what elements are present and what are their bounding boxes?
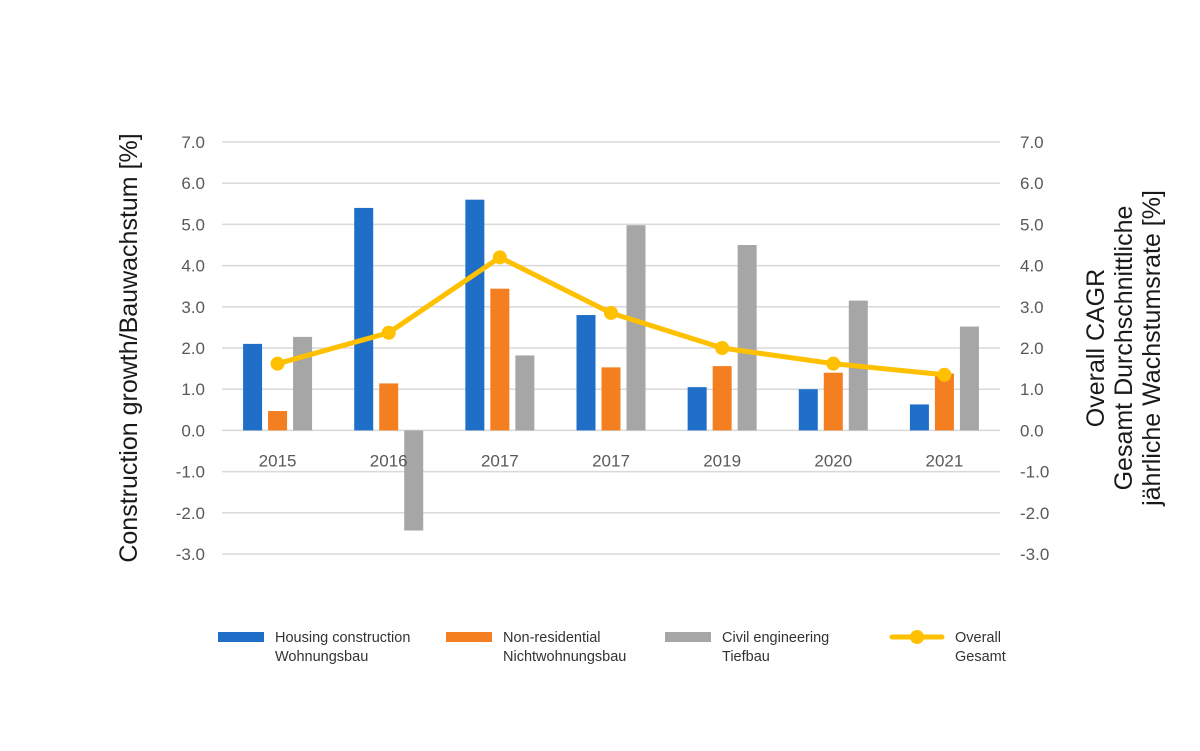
- bar: [798, 389, 818, 431]
- bar: [687, 387, 707, 431]
- left-tick-label: 7.0: [181, 133, 205, 152]
- left-tick-label: 0.0: [181, 421, 205, 440]
- bar: [934, 373, 954, 431]
- category-label: 2017: [592, 451, 630, 470]
- right-tick-label: -3.0: [1020, 545, 1049, 564]
- bar: [576, 315, 596, 431]
- right-tick-label: -2.0: [1020, 504, 1049, 523]
- bar: [354, 207, 374, 431]
- line-point: [826, 356, 841, 371]
- left-tick-label: 6.0: [181, 174, 205, 193]
- bar: [379, 383, 399, 431]
- left-tick-label: -3.0: [176, 545, 205, 564]
- legend-marker: [910, 630, 924, 644]
- legend-label: Housing construction: [275, 630, 410, 646]
- legend-label: Nichtwohnungsbau: [503, 649, 626, 665]
- line-point: [715, 341, 730, 355]
- left-tick-label: 2.0: [181, 339, 205, 358]
- bar: [601, 367, 621, 431]
- bar: [404, 430, 424, 531]
- category-label: 2019: [703, 451, 741, 470]
- right-tick-label: 1.0: [1020, 380, 1044, 399]
- right-tick-label: 6.0: [1020, 174, 1044, 193]
- bar: [737, 245, 757, 431]
- right-tick-label: 3.0: [1020, 298, 1044, 317]
- left-tick-label: -2.0: [176, 504, 205, 523]
- legend-label: Tiefbau: [722, 649, 770, 665]
- right-axis-ticks: 7.0 6.0 5.0 4.0 3.0 2.0 1.0 0.0 -1.0 -2.0 -3.0: [1020, 133, 1049, 564]
- bar: [490, 288, 510, 431]
- legend-label: Non-residential: [503, 630, 601, 646]
- bar: [515, 355, 535, 431]
- right-tick-label: 2.0: [1020, 339, 1044, 358]
- bar: [823, 372, 843, 431]
- legend-swatch: [218, 632, 264, 642]
- legend-swatch: [446, 632, 492, 642]
- line-point: [381, 325, 396, 340]
- overall-line: [270, 250, 952, 382]
- left-tick-label: 3.0: [181, 298, 205, 317]
- line-point: [937, 367, 952, 382]
- category-label: 2021: [926, 451, 964, 470]
- bar: [293, 336, 313, 431]
- legend-swatch: [665, 632, 711, 642]
- right-tick-label: 5.0: [1020, 215, 1044, 234]
- legend-label: Civil engineering: [722, 630, 829, 646]
- right-tick-label: 0.0: [1020, 421, 1044, 440]
- right-tick-label: 7.0: [1020, 133, 1044, 152]
- left-axis-ticks: 7.0 6.0 5.0 4.0 3.0 2.0 1.0 0.0 -1.0 -2.0 -3.0: [176, 133, 205, 564]
- legend-label: Gesamt: [955, 649, 1006, 665]
- bar: [626, 225, 646, 431]
- left-tick-label: 4.0: [181, 257, 205, 276]
- category-label: 2016: [370, 451, 408, 470]
- bar: [243, 343, 263, 431]
- right-axis-title: Overall CAGR Gesamt Durchschnittliche jähr…: [1082, 190, 1166, 507]
- right-tick-label: -1.0: [1020, 463, 1049, 482]
- category-label: 2017: [481, 451, 519, 470]
- legend-label: Wohnungsbau: [275, 649, 368, 665]
- category-label: 2020: [814, 451, 852, 470]
- right-tick-label: 4.0: [1020, 257, 1044, 276]
- left-tick-label: -1.0: [176, 463, 205, 482]
- line-point: [604, 305, 618, 320]
- left-tick-label: 5.0: [181, 215, 205, 234]
- left-axis-title: Construction growth/Bauwachstum [%]: [115, 133, 143, 562]
- right-axis-title-line: Overall CAGR: [1082, 269, 1110, 427]
- legend: Housing construction Wohnungsbau Non-resid…: [218, 630, 1006, 665]
- left-tick-label: 1.0: [181, 380, 205, 399]
- category-labels: 2015 2016 2017 2017 2019 2020 2021: [259, 451, 964, 470]
- bar: [268, 411, 288, 431]
- right-axis-title-line: Gesamt Durchschnittliche: [1110, 206, 1138, 491]
- line-point: [492, 250, 507, 265]
- right-axis-title-line: jährliche Wachstumsrate [%]: [1138, 190, 1166, 507]
- legend-label: Overall: [955, 630, 1001, 646]
- bar: [712, 366, 732, 431]
- category-label: 2015: [259, 451, 297, 470]
- bar: [909, 404, 929, 431]
- bar: [959, 326, 979, 431]
- bars: [243, 199, 979, 531]
- line-point: [270, 356, 285, 371]
- bar: [465, 199, 485, 431]
